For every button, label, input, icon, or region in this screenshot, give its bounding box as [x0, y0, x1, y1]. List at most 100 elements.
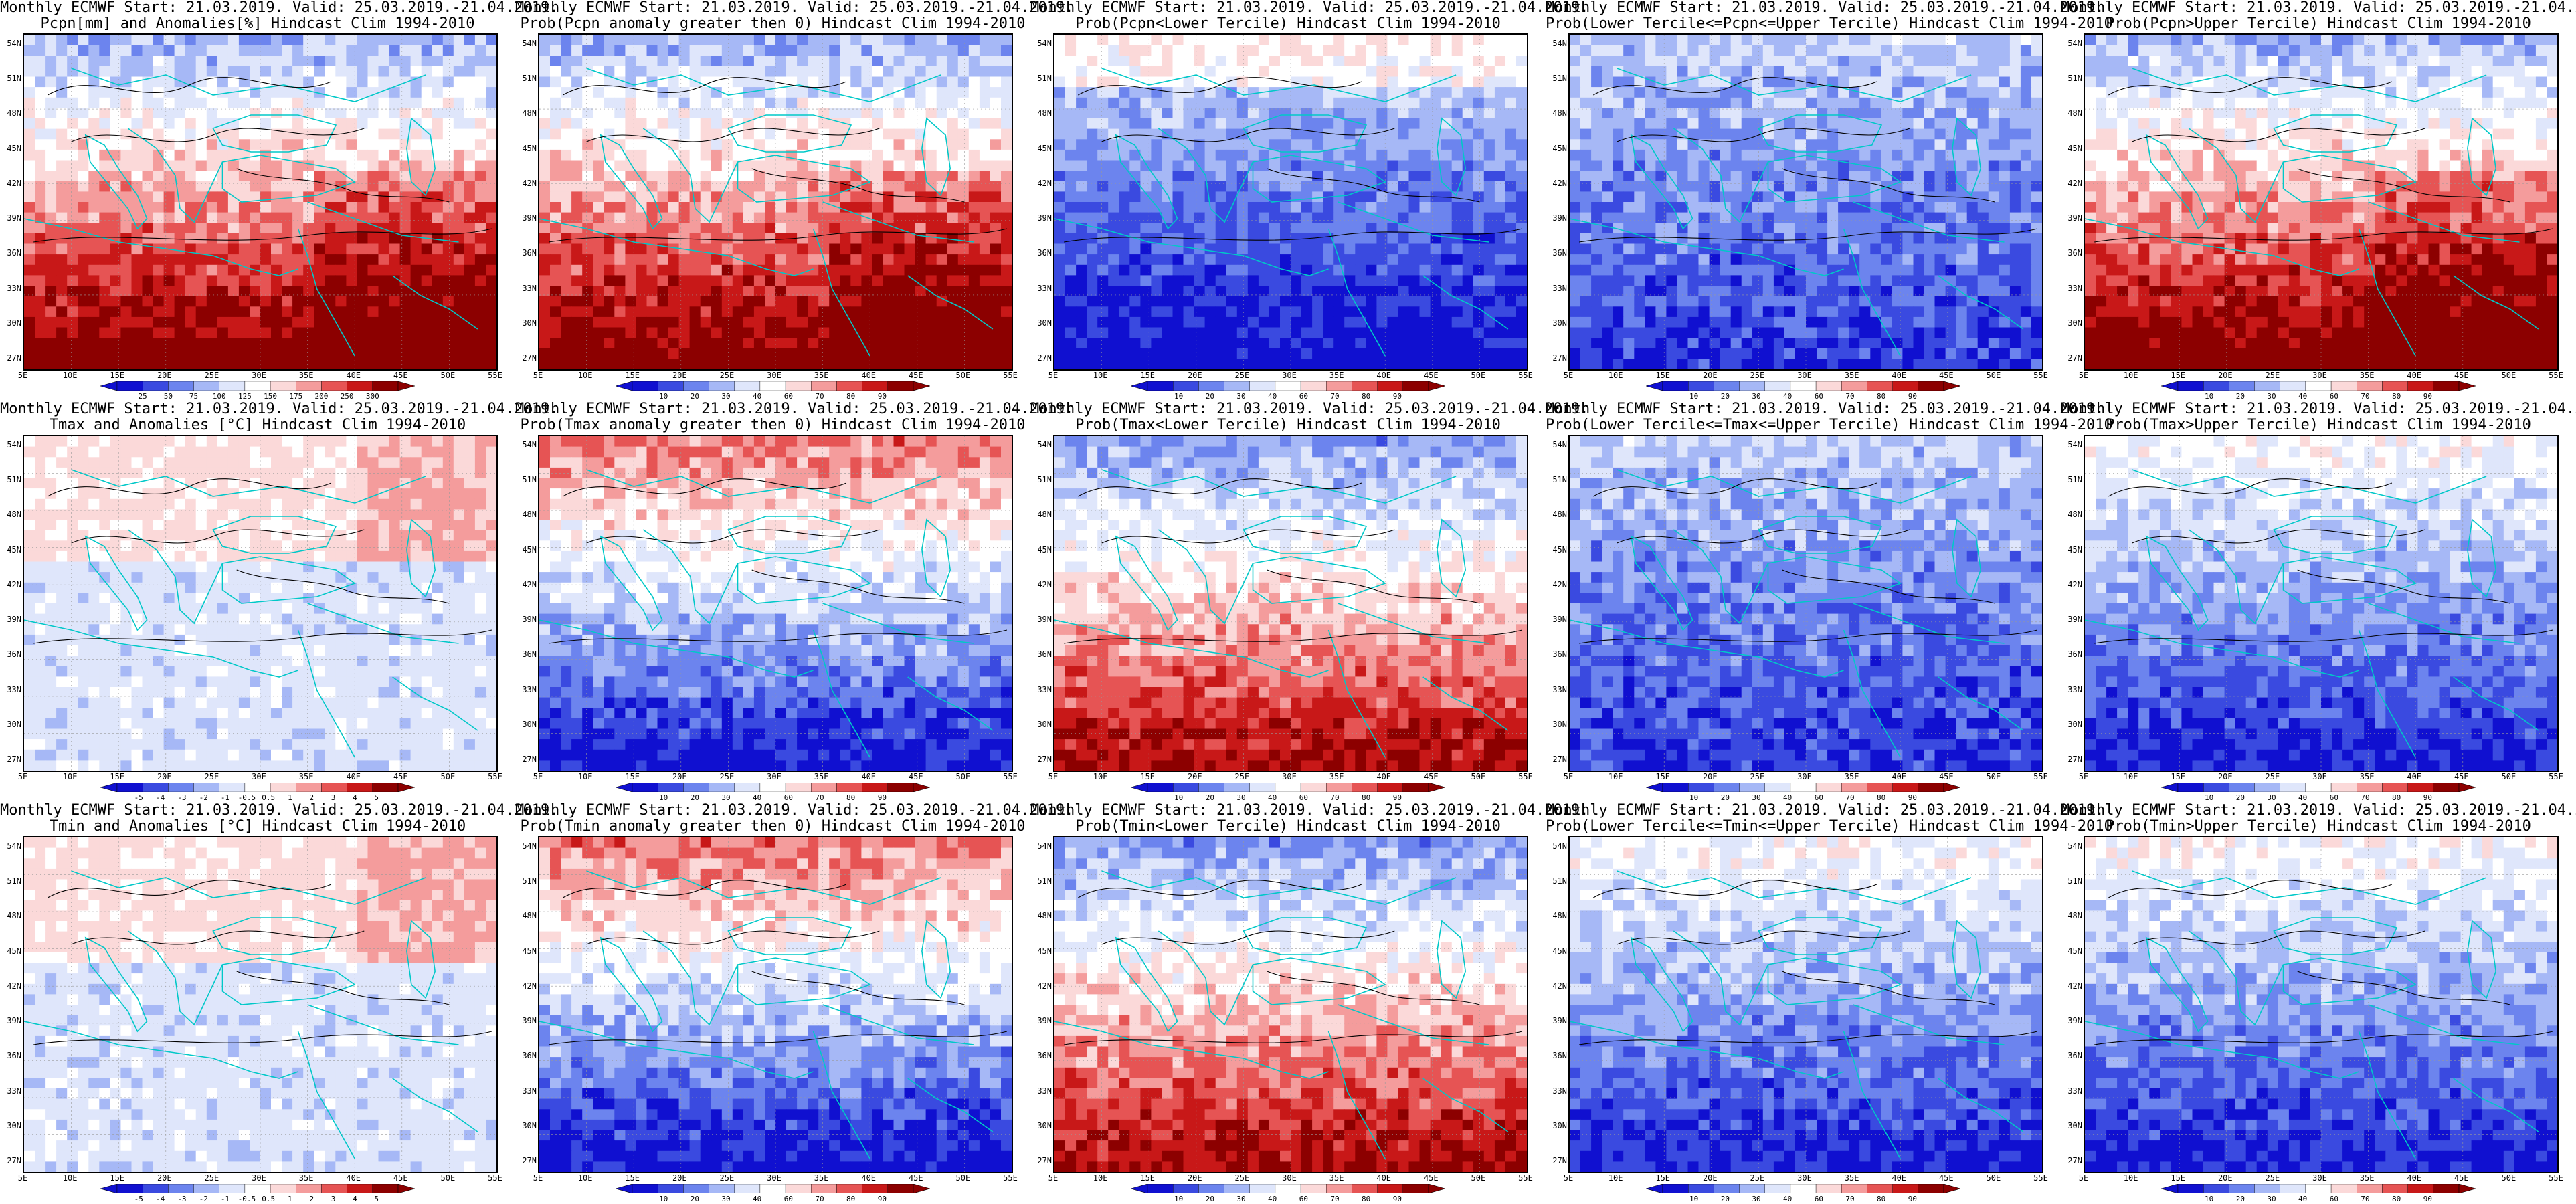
contour-line — [549, 1031, 1008, 1045]
colorbar-tick-label: 40 — [753, 1195, 761, 1203]
coastline — [1158, 529, 1254, 625]
latitude-label: 36N — [1547, 1051, 1567, 1060]
colorbar-tick-label: 60 — [1815, 392, 1823, 401]
coastline — [822, 603, 974, 644]
forecast-map-panel: Monthly ECMWF Start: 21.03.2019. Valid: … — [515, 401, 1073, 803]
longitude-label: 5E — [2074, 371, 2094, 380]
colorbar-tick-label: 80 — [1877, 392, 1885, 401]
colorbar-tick-label: 5 — [374, 1195, 379, 1203]
colorbar-tick-label: 60 — [784, 793, 793, 802]
longitude-label: 15E — [2168, 371, 2188, 380]
coastline — [1243, 917, 1368, 955]
colorbar-tick-label: -2 — [199, 793, 208, 802]
longitude-label: 10E — [1606, 772, 1626, 781]
coastline — [737, 957, 871, 1005]
colorbar-tick-label: 70 — [2361, 793, 2369, 802]
coastline — [1617, 870, 1972, 905]
panel-title: Monthly ECMWF Start: 21.03.2019. Valid: … — [515, 0, 1073, 32]
coastline — [1952, 518, 1982, 598]
longitude-label: 35E — [812, 371, 832, 380]
contour-line — [48, 880, 332, 898]
longitude-label: 25E — [1232, 1173, 1252, 1183]
longitude-label: 25E — [201, 1173, 221, 1183]
latitude-label: 27N — [2062, 755, 2082, 764]
longitude-label: 55E — [485, 772, 505, 781]
latitude-label: 45N — [1, 545, 21, 555]
coastline — [586, 68, 941, 102]
contour-line — [549, 228, 1008, 243]
colorbar-tick-label: 90 — [1393, 1195, 1402, 1203]
panel-title-line2: Prob(Tmin>Upper Tercile) Hindcast Clim 1… — [2061, 819, 2576, 835]
latitude-label: 30N — [2062, 720, 2082, 729]
colorbar — [100, 783, 415, 792]
coastline — [2368, 201, 2520, 243]
longitude-label: 40E — [343, 1173, 363, 1183]
longitude-label: 50E — [2498, 1173, 2518, 1183]
latitude-label: 51N — [2062, 74, 2082, 83]
coastline — [1054, 619, 1329, 678]
colorbar-tick-label: 60 — [2330, 793, 2338, 802]
map-field — [24, 35, 496, 369]
colorbar-tick-label: 50 — [164, 392, 173, 401]
longitude-label: 45E — [1421, 371, 1441, 380]
coastline — [2145, 134, 2209, 230]
longitude-label: 15E — [107, 371, 127, 380]
coastline — [1437, 117, 1467, 197]
contour-line — [1617, 930, 1910, 945]
longitude-label: 20E — [155, 371, 175, 380]
coastline — [1853, 201, 2005, 243]
latitude-label: 36N — [2062, 248, 2082, 258]
longitude-label: 50E — [1983, 772, 2003, 781]
colorbar-tick-label: 80 — [1362, 793, 1370, 802]
latitude-label: 54N — [517, 841, 537, 851]
longitude-label: 20E — [670, 772, 690, 781]
colorbar-tick-label: 60 — [2330, 392, 2338, 401]
colorbar-tick-label: 30 — [2267, 793, 2276, 802]
map-frame — [1568, 435, 2043, 772]
contour-line — [1593, 77, 1877, 96]
longitude-label: 20E — [2215, 1173, 2235, 1183]
longitude-label: 10E — [575, 1173, 595, 1183]
latitude-label: 27N — [1032, 1156, 1052, 1165]
colorbar-tick-label: 70 — [1330, 793, 1339, 802]
colorbar-tick-label: 80 — [2392, 1195, 2401, 1203]
longitude-label: 15E — [1653, 371, 1673, 380]
coastline — [84, 936, 148, 1033]
latitude-label: 39N — [1, 213, 21, 223]
coastline — [2132, 469, 2487, 504]
coastline — [1570, 619, 1844, 678]
latitude-label: 51N — [1, 475, 21, 484]
map-field — [539, 436, 1012, 771]
longitude-label: 30E — [249, 772, 269, 781]
map-field — [2085, 837, 2557, 1172]
longitude-label: 40E — [1889, 772, 1909, 781]
forecast-map-panel: Monthly ECMWF Start: 21.03.2019. Valid: … — [1030, 401, 1588, 803]
forecast-map-panel: Monthly ECMWF Start: 21.03.2019. Valid: … — [1546, 803, 2113, 1204]
latitude-label: 51N — [1547, 74, 1567, 83]
coastline — [2145, 936, 2209, 1033]
coastline — [2132, 68, 2487, 102]
colorbar-tick-label: 70 — [2361, 392, 2369, 401]
longitude-label: 45E — [1936, 1173, 1956, 1183]
coastline — [71, 469, 426, 504]
panel-title-line1: Monthly ECMWF Start: 21.03.2019. Valid: … — [515, 0, 1073, 16]
contour-line — [48, 478, 332, 497]
longitude-label: 40E — [1374, 1173, 1394, 1183]
contour-line — [71, 128, 365, 142]
map-field — [1054, 837, 1527, 1172]
coastline — [1327, 629, 1386, 758]
colorbar-ticks: -5 -4 -3 -2 -1 -0.5 0.5 1 2 3 4 5 — [100, 793, 415, 803]
coastline — [212, 516, 337, 554]
contour-line — [751, 168, 965, 203]
longitude-label: 45E — [1421, 772, 1441, 781]
longitude-label: 45E — [391, 772, 411, 781]
longitude-label: 40E — [858, 371, 879, 380]
longitude-label: 25E — [1747, 1173, 1767, 1183]
colorbar-tick-label: 60 — [784, 1195, 793, 1203]
longitude-label: 15E — [1653, 1173, 1673, 1183]
panel-title-line1: Monthly ECMWF Start: 21.03.2019. Valid: … — [0, 0, 558, 16]
longitude-label: 40E — [2404, 1173, 2424, 1183]
coastline — [392, 676, 478, 731]
latitude-label: 27N — [1, 353, 21, 363]
panel-title-line2: Prob(Lower Tercile<=Tmin<=Upper Tercile)… — [1546, 819, 2113, 835]
